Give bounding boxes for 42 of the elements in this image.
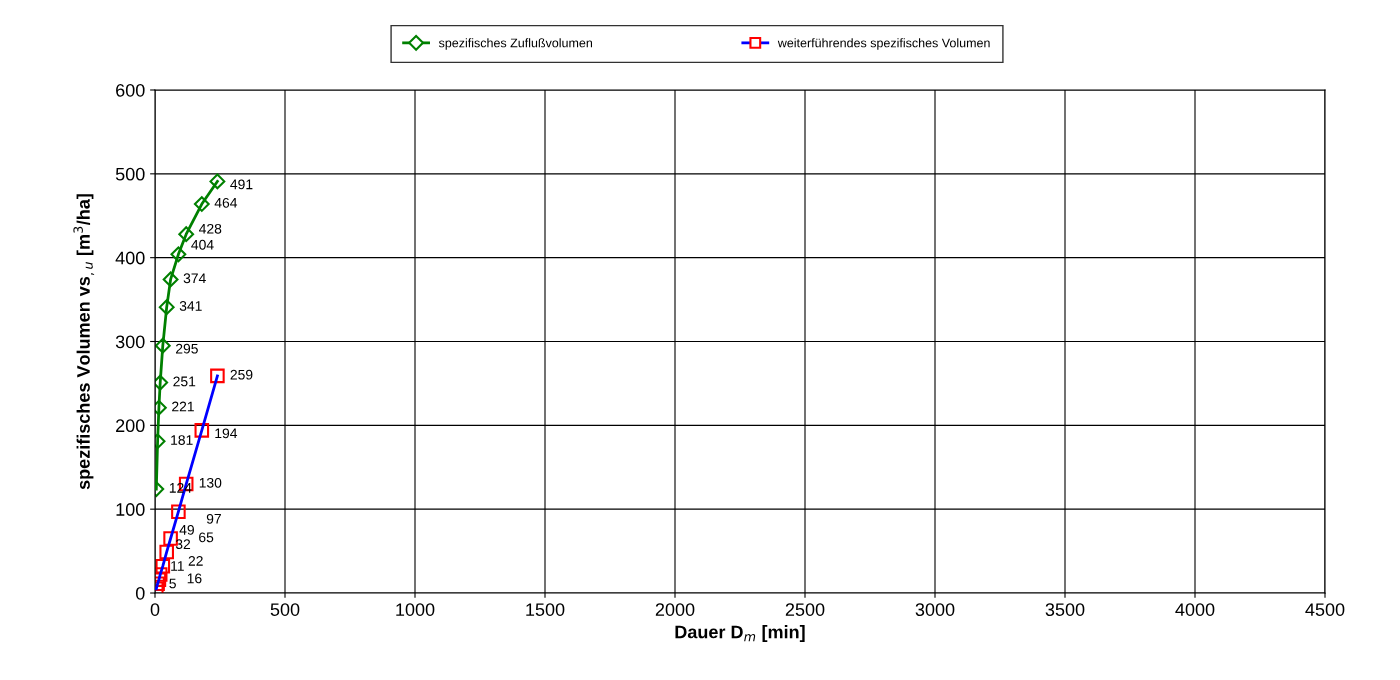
x-tick-label: 2000: [655, 603, 695, 616]
data-label: 65: [199, 532, 214, 543]
data-label: 11: [171, 561, 184, 571]
x-tick-label: 500: [270, 603, 300, 616]
y-tick-label: 0: [135, 586, 145, 600]
data-label: 5: [169, 578, 176, 589]
data-label: 491: [230, 179, 253, 190]
legend-label: weiterführendes spezifisches Volumen: [777, 38, 990, 50]
data-label: 404: [191, 239, 214, 250]
data-label: 221: [172, 401, 194, 412]
x-tick-label: 0: [150, 603, 160, 616]
data-label: 97: [206, 513, 221, 524]
data-label: 259: [230, 369, 253, 380]
x-tick-label: 4500: [1305, 603, 1345, 616]
x-tick-label: 3000: [915, 603, 955, 616]
x-tick-label: 4000: [1175, 603, 1215, 616]
y-tick-label: 300: [115, 335, 145, 349]
data-label: 16: [187, 573, 202, 584]
y-tick-label: 500: [115, 167, 145, 181]
x-tick-label: 1500: [526, 603, 565, 616]
x-axis-title: Dauer D$_{m}$ [min]: [675, 625, 805, 642]
x-tick-label: 3500: [1045, 603, 1085, 616]
data-label: 251: [173, 376, 196, 387]
data-label: 428: [199, 223, 222, 234]
y-axis-title: spezifisches Volumen vs$_{,u}$ [m$^{3}$/ha]: [73, 194, 95, 490]
y-tick-label: 200: [116, 419, 145, 433]
y-tick-label: 600: [116, 83, 145, 97]
data-label: 32: [175, 539, 191, 550]
data-label: 464: [214, 197, 238, 208]
legend-label: spezifisches Zuflußvolumen: [438, 38, 593, 50]
data-label: 194: [215, 428, 238, 439]
data-label: 181: [171, 435, 193, 445]
y-tick-label: 400: [115, 251, 145, 265]
data-label: 130: [199, 477, 222, 488]
data-label: 341: [179, 301, 202, 311]
data-label: 295: [176, 343, 198, 354]
x-tick-label: 1000: [396, 603, 435, 616]
data-label: 22: [188, 555, 203, 566]
x-tick-label: 2500: [785, 603, 825, 616]
data-label: 374: [183, 273, 206, 284]
data-label: 49: [179, 524, 194, 535]
y-tick-label: 100: [116, 503, 145, 516]
